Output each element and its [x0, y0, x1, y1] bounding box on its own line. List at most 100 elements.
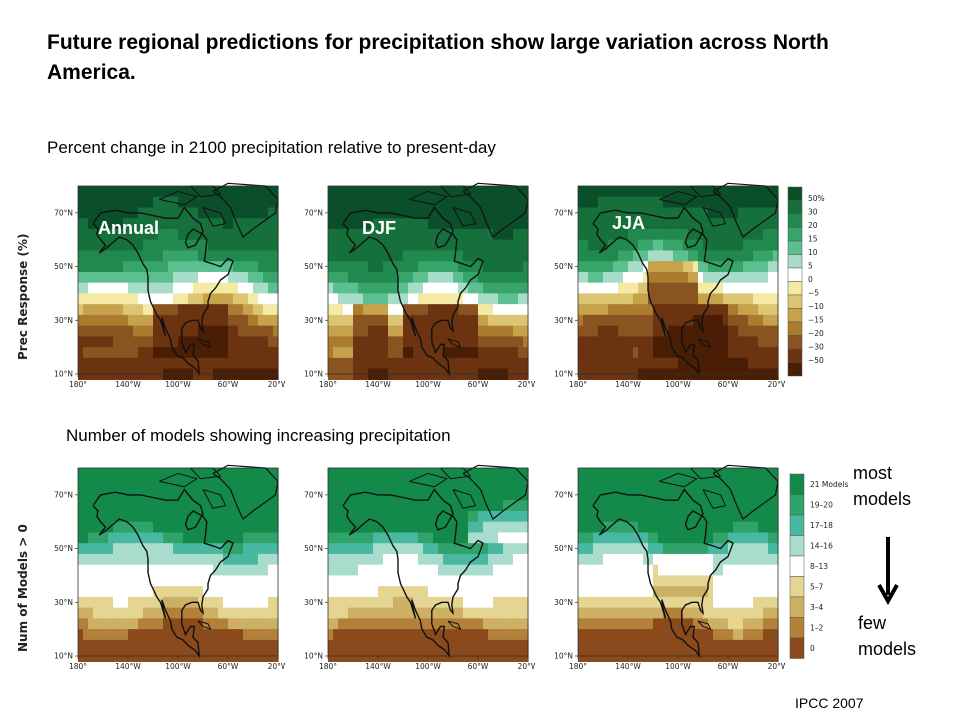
models-colorbar-swatch — [789, 494, 805, 516]
models-colorbar-label: 14–16 — [810, 542, 833, 551]
top-row-subtitle: Percent change in 2100 precipitation rel… — [47, 138, 496, 157]
slide-title: Future regional predictions for precipit… — [47, 31, 829, 84]
lon-tick-label: 20°W — [768, 380, 785, 389]
lon-tick-label: 100°W — [415, 662, 441, 671]
lat-tick-label: 30°N — [304, 598, 323, 607]
lon-tick-label: 60°W — [718, 662, 739, 671]
prec-colorbar-label: −50 — [808, 356, 824, 365]
source-credit: IPCC 2007 — [795, 695, 864, 711]
prec-colorbar-swatch — [787, 294, 803, 309]
lat-tick-label: 30°N — [54, 316, 73, 325]
lon-tick-label: 140°W — [615, 380, 641, 389]
prec-colorbar-label: 10 — [808, 248, 818, 257]
models-colorbar-swatch — [789, 596, 805, 618]
lon-tick-label: 180° — [69, 662, 87, 671]
lon-tick-label: 100°W — [165, 380, 191, 389]
lon-tick-label: 20°W — [518, 662, 535, 671]
lat-tick-label: 50°N — [304, 262, 323, 271]
lat-tick-label: 30°N — [54, 598, 73, 607]
prec-colorbar-label: −30 — [808, 342, 824, 351]
lat-tick-label: 10°N — [54, 652, 73, 661]
prec-colorbar-label: −10 — [808, 302, 824, 311]
lon-tick-label: 60°W — [218, 662, 239, 671]
models-colorbar-swatch — [789, 555, 805, 577]
prec-colorbar-swatch — [787, 308, 803, 323]
lat-tick-label: 30°N — [304, 316, 323, 325]
prec-colorbar-label: −20 — [808, 329, 824, 338]
prec-colorbar-label: 30 — [808, 207, 818, 216]
prec-colorbar-swatch — [787, 227, 803, 242]
models-colorbar-label: 0 — [810, 644, 815, 653]
few-label: few — [858, 613, 887, 633]
models-colorbar-label: 21 Models — [810, 480, 848, 489]
lon-tick-label: 20°W — [768, 662, 785, 671]
prec-colorbar-swatch — [787, 267, 803, 282]
prec-colorbar-swatch — [787, 362, 803, 377]
most-models-note: most models — [853, 460, 911, 512]
lon-tick-label: 140°W — [115, 380, 141, 389]
lat-tick-label: 50°N — [54, 262, 73, 271]
lat-tick-label: 70°N — [304, 490, 323, 499]
few-models-label: models — [858, 639, 917, 659]
lat-tick-label: 10°N — [554, 652, 573, 661]
lat-tick-label: 10°N — [304, 652, 323, 661]
models-colorbar-label: 1–2 — [810, 624, 824, 633]
lon-tick-label: 140°W — [365, 380, 391, 389]
models-map-jja: 70°N 50°N 30°N 10°N 180° 140°W 100°W 60°W 20°W — [540, 464, 785, 679]
lat-tick-label: 30°N — [554, 598, 573, 607]
most-models-label: models — [853, 489, 912, 509]
lon-tick-label: 180° — [69, 380, 87, 389]
most-label: most — [853, 463, 893, 483]
season-label-annual: Annual — [98, 218, 159, 238]
lon-tick-label: 100°W — [165, 662, 191, 671]
prec-colorbar-label: −15 — [808, 315, 824, 324]
lon-tick-label: 140°W — [615, 662, 641, 671]
lat-tick-label: 10°N — [304, 370, 323, 379]
prec-colorbar-label: 50% — [808, 194, 825, 203]
prec-map-jja: 70°N 50°N 30°N 10°N 180° 140°W 100°W 60°W 20°W — [540, 182, 785, 397]
models-colorbar-swatch — [789, 514, 805, 536]
lon-tick-label: 140°W — [365, 662, 391, 671]
models-colorbar-swatch — [789, 535, 805, 557]
models-colorbar: 21 Models 19–20 17–18 14–16 8–13 5–7 3–4 1–2 0 — [786, 472, 861, 672]
models-colorbar-swatch — [789, 473, 805, 495]
models-colorbar-label: 19–20 — [810, 501, 833, 510]
prec-colorbar-label: 15 — [808, 234, 818, 243]
prec-map-annual: 70°N 50°N 30°N 10°N 180° 140°W 100°W 60°W 20°W — [40, 182, 285, 397]
lon-tick-label: 100°W — [665, 662, 691, 671]
lon-tick-label: 180° — [319, 380, 337, 389]
bottom-row-ylabel: Num of Models > 0 — [16, 524, 30, 652]
lat-tick-label: 70°N — [54, 490, 73, 499]
prec-colorbar-swatch — [787, 240, 803, 255]
top-row-ylabel: Prec Response (%) — [16, 233, 30, 361]
models-map-annual: 70°N 50°N 30°N 10°N 180° 140°W 100°W 60°W 20°W — [40, 464, 285, 679]
prec-colorbar-swatch — [787, 335, 803, 350]
prec-map-djf: 70°N 50°N 30°N 10°N 180° 140°W 100°W 60°W 20°W — [290, 182, 535, 397]
models-colorbar-label: 17–18 — [810, 521, 833, 530]
prec-colorbar-label: 0 — [808, 275, 813, 284]
lon-tick-label: 20°W — [268, 662, 285, 671]
prec-colorbar-swatch — [787, 254, 803, 269]
models-colorbar-label: 5–7 — [810, 583, 824, 592]
lon-tick-label: 180° — [569, 662, 587, 671]
lat-tick-label: 50°N — [554, 262, 573, 271]
lon-tick-label: 60°W — [218, 380, 239, 389]
lat-tick-label: 50°N — [54, 544, 73, 553]
lon-tick-label: 100°W — [665, 380, 691, 389]
lon-tick-label: 60°W — [718, 380, 739, 389]
models-colorbar-label: 3–4 — [810, 603, 824, 612]
lat-tick-label: 70°N — [304, 208, 323, 217]
lat-tick-label: 50°N — [304, 544, 323, 553]
prec-colorbar-swatch — [787, 348, 803, 363]
lat-tick-label: 30°N — [554, 316, 573, 325]
models-colorbar-swatch — [789, 637, 805, 659]
models-map-djf: 70°N 50°N 30°N 10°N 180° 140°W 100°W 60°W 20°W — [290, 464, 535, 679]
bottom-row-subtitle: Number of models showing increasing prec… — [66, 426, 451, 445]
few-models-note: few models — [858, 610, 916, 662]
lat-tick-label: 10°N — [554, 370, 573, 379]
models-colorbar-label: 8–13 — [810, 562, 828, 571]
lat-tick-label: 70°N — [54, 208, 73, 217]
lon-tick-label: 20°W — [268, 380, 285, 389]
prec-colorbar-swatch — [787, 321, 803, 336]
lon-tick-label: 100°W — [415, 380, 441, 389]
